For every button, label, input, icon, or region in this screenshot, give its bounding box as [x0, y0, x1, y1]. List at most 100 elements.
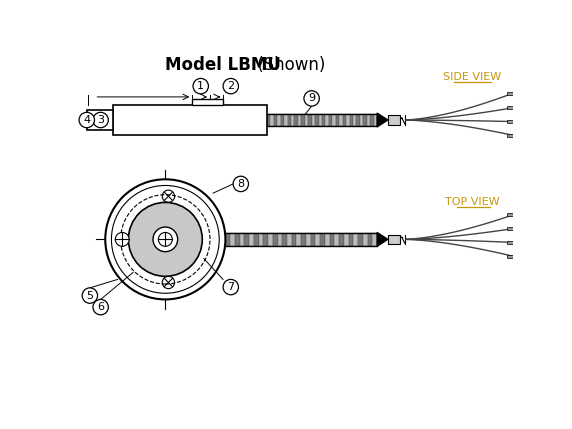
Bar — [230, 233, 235, 245]
Bar — [288, 114, 291, 126]
Bar — [507, 227, 514, 230]
Bar — [507, 120, 514, 123]
Bar — [87, 110, 113, 130]
Bar — [370, 114, 374, 126]
Circle shape — [153, 227, 178, 252]
Bar — [329, 233, 335, 245]
Circle shape — [116, 233, 129, 246]
Bar — [325, 233, 329, 245]
Bar — [349, 233, 353, 245]
Bar — [311, 233, 315, 245]
Text: 4: 4 — [84, 115, 90, 125]
Bar — [335, 233, 339, 245]
Circle shape — [304, 91, 319, 106]
Circle shape — [112, 185, 219, 293]
Bar — [296, 233, 301, 245]
Bar — [259, 233, 263, 245]
Bar — [295, 114, 298, 126]
Bar — [507, 213, 514, 216]
Bar — [308, 114, 312, 126]
Bar — [305, 114, 308, 126]
Bar — [291, 114, 295, 126]
Bar — [507, 106, 514, 109]
Circle shape — [193, 79, 208, 94]
Bar — [356, 114, 360, 126]
Bar — [353, 233, 358, 245]
Bar — [339, 114, 343, 126]
Bar — [244, 233, 249, 245]
Bar — [363, 114, 367, 126]
Bar — [315, 114, 319, 126]
Bar — [507, 134, 514, 137]
Polygon shape — [377, 233, 388, 246]
Text: TOP VIEW: TOP VIEW — [445, 197, 500, 207]
Text: 2: 2 — [227, 81, 235, 91]
Bar — [372, 233, 377, 245]
Bar — [336, 114, 339, 126]
Bar — [507, 91, 514, 95]
Bar — [312, 114, 315, 126]
Text: SIDE VIEW: SIDE VIEW — [443, 72, 502, 82]
Circle shape — [223, 79, 239, 94]
Bar — [277, 114, 281, 126]
Bar — [268, 233, 273, 245]
Bar — [322, 114, 325, 126]
Bar — [192, 99, 223, 105]
Bar — [306, 233, 311, 245]
Bar — [374, 114, 377, 126]
Bar — [274, 114, 277, 126]
Bar — [301, 114, 305, 126]
Text: 6: 6 — [97, 302, 104, 312]
Bar — [271, 114, 274, 126]
Bar — [325, 114, 329, 126]
Bar — [388, 115, 400, 125]
Bar — [360, 114, 363, 126]
Bar — [240, 233, 244, 245]
Text: 9: 9 — [308, 94, 315, 103]
Bar — [353, 114, 356, 126]
Bar — [349, 114, 353, 126]
Bar — [273, 233, 277, 245]
Bar — [329, 114, 332, 126]
Bar — [315, 233, 320, 245]
Bar — [263, 233, 268, 245]
Bar — [113, 105, 267, 136]
Circle shape — [93, 299, 108, 315]
Bar — [332, 114, 336, 126]
Circle shape — [223, 279, 239, 295]
Text: 3: 3 — [97, 115, 104, 125]
Bar — [282, 233, 287, 245]
Circle shape — [82, 288, 98, 303]
Bar — [284, 114, 288, 126]
Bar — [298, 114, 301, 126]
Bar — [277, 233, 282, 245]
Circle shape — [79, 112, 94, 128]
Bar — [507, 241, 514, 244]
Text: 7: 7 — [227, 282, 235, 292]
Bar — [368, 233, 372, 245]
Bar — [235, 233, 240, 245]
Bar — [346, 114, 349, 126]
Text: 1: 1 — [197, 81, 204, 91]
Text: 8: 8 — [237, 179, 244, 189]
Text: (Shown): (Shown) — [252, 56, 325, 73]
Bar — [344, 233, 349, 245]
Bar — [254, 233, 259, 245]
Bar — [339, 233, 344, 245]
Bar — [358, 233, 363, 245]
Circle shape — [128, 202, 202, 276]
Bar — [388, 235, 400, 244]
Circle shape — [93, 112, 108, 128]
Text: Model LBMU: Model LBMU — [165, 56, 281, 73]
Bar — [292, 233, 296, 245]
Bar — [343, 114, 346, 126]
Bar — [267, 114, 271, 126]
Circle shape — [105, 179, 225, 299]
Bar — [249, 233, 254, 245]
Bar — [319, 114, 322, 126]
Bar — [281, 114, 284, 126]
Circle shape — [233, 176, 248, 192]
Bar — [287, 233, 292, 245]
Bar — [225, 233, 230, 245]
Bar — [301, 233, 306, 245]
